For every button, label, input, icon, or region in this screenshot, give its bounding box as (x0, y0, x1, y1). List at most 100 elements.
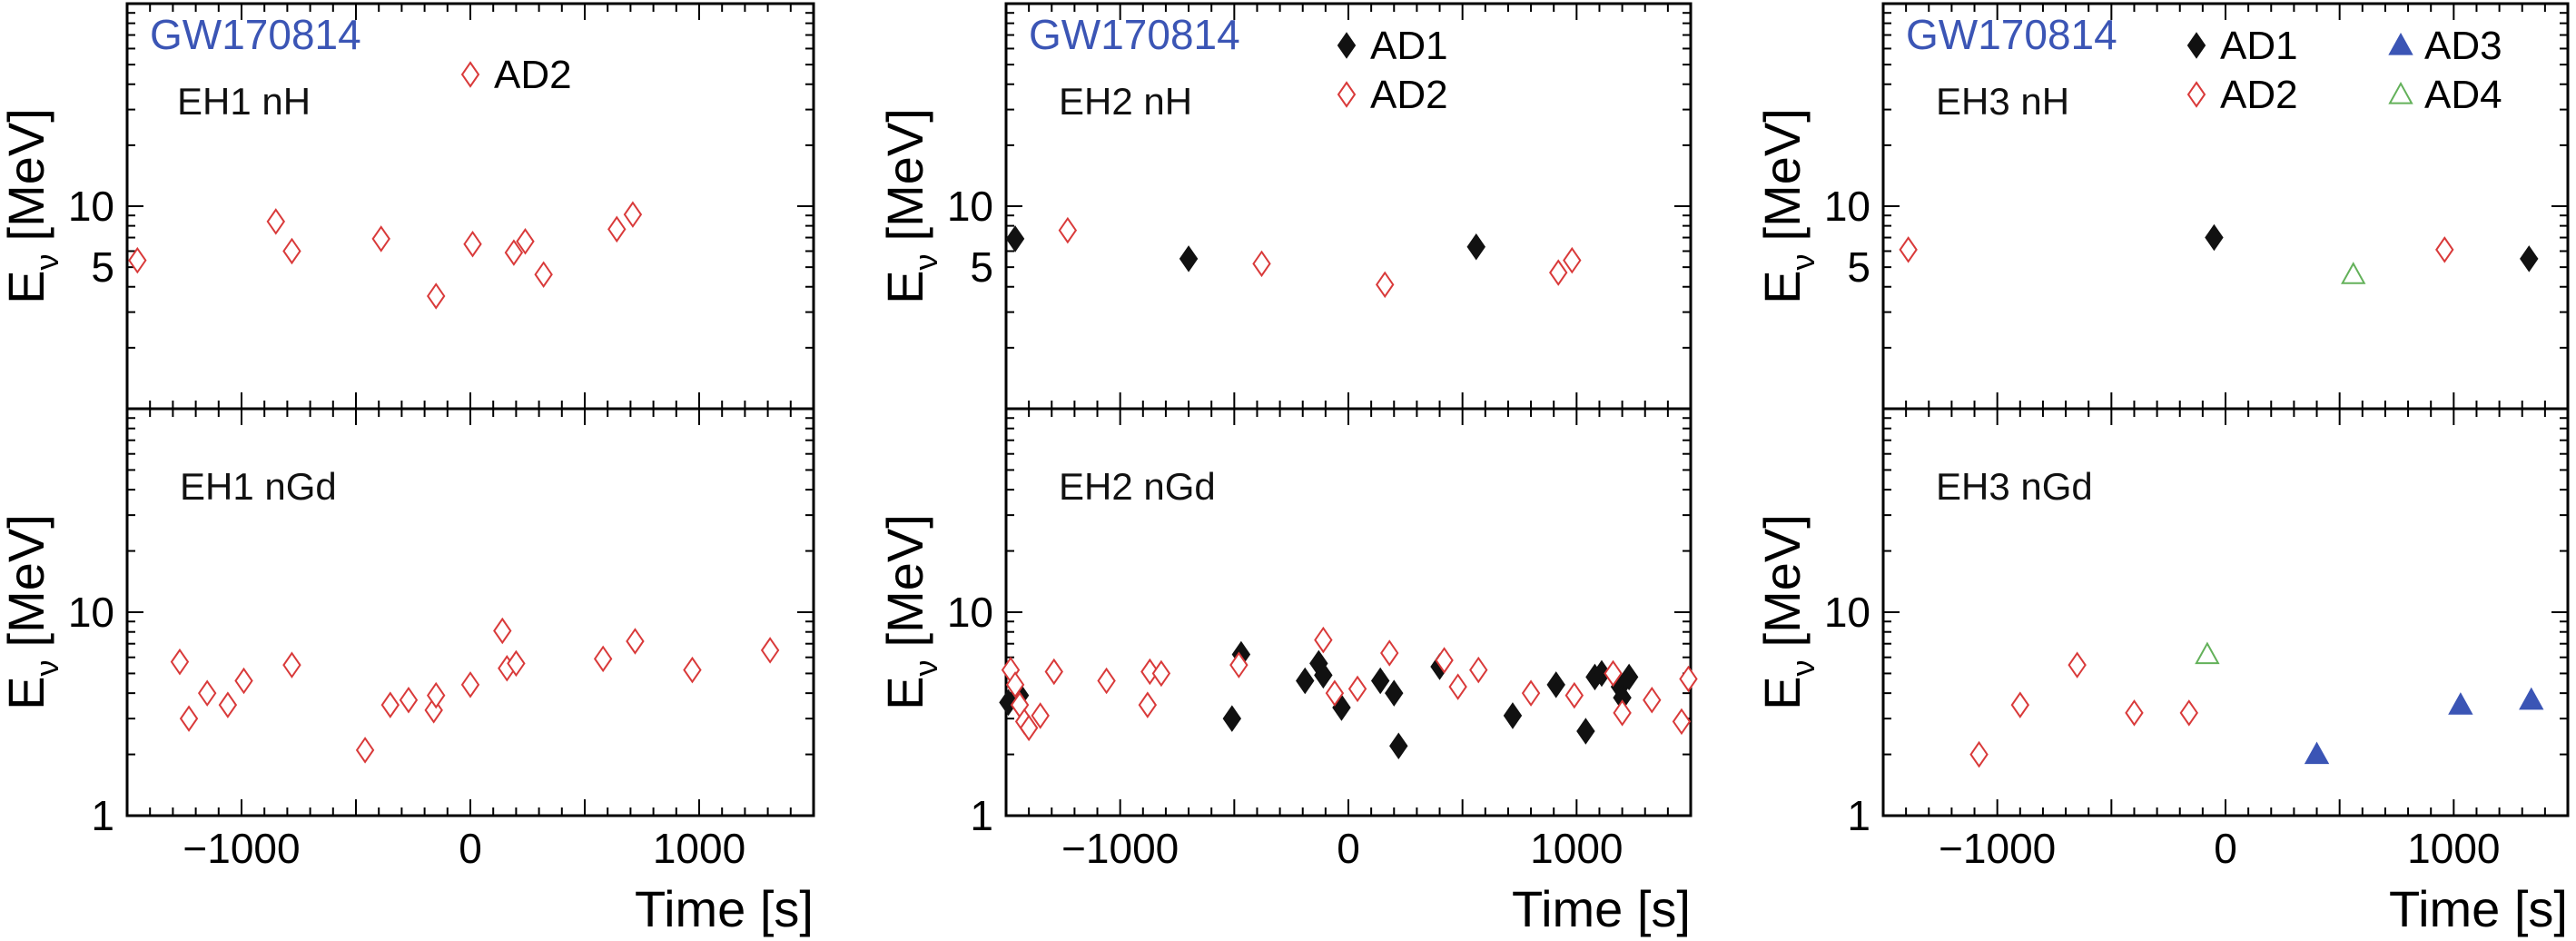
legend-label-ad1: AD1 (2220, 24, 2298, 68)
data-point (2125, 699, 2144, 727)
x-tick-label: −1000 (1061, 825, 1179, 872)
data-point (1222, 705, 1242, 732)
data-point (460, 671, 480, 698)
data-point (1469, 656, 1488, 684)
data-point (1325, 679, 1345, 707)
data-point (1448, 673, 1467, 700)
series-ad4 (2341, 262, 2366, 284)
data-point (1643, 686, 1662, 714)
data-point (426, 681, 446, 709)
panel-label: EH2 nH (1059, 80, 1192, 123)
data-point (170, 648, 190, 676)
series-ad1 (999, 640, 1639, 760)
data-point (1005, 671, 1025, 698)
y-tick-label: 10 (68, 183, 114, 230)
data-point (2010, 691, 2030, 718)
legend-label-ad4: AD4 (2424, 73, 2502, 117)
legend-marker-ad2 (1337, 81, 1357, 108)
series-ad3 (2304, 687, 2544, 765)
data-point (1375, 271, 1395, 299)
data-point (1097, 667, 1116, 695)
data-point (1549, 259, 1568, 286)
legend-marker-ad2 (460, 61, 480, 88)
y-tick-label: 1 (970, 792, 993, 839)
data-point (1613, 699, 1632, 727)
event-label: GW170814 (1906, 11, 2117, 58)
event-label: GW170814 (150, 11, 361, 58)
data-point (1058, 216, 1078, 244)
data-point (1521, 679, 1541, 707)
x-tick-label: 1000 (653, 825, 745, 872)
data-point (1563, 246, 1582, 274)
x-axis-title: Time [s] (2389, 880, 2568, 937)
data-point (1672, 708, 1692, 736)
data-point (197, 679, 217, 707)
y-tick-label: 5 (970, 243, 993, 291)
data-point (1619, 663, 1639, 691)
y-axis-title: Eν[MeV] (876, 514, 944, 710)
series-ad2 (1969, 651, 2199, 768)
panel-label: EH1 nGd (180, 465, 337, 508)
data-point (2519, 687, 2544, 710)
legend-label-ad2: AD2 (494, 53, 572, 97)
series-ad2 (1899, 236, 2454, 263)
data-point (1252, 250, 1271, 278)
data-point (623, 201, 643, 228)
data-point (1435, 647, 1454, 674)
data-point (1466, 233, 1485, 261)
data-point (683, 656, 702, 684)
data-point (2341, 262, 2366, 284)
data-point (463, 230, 482, 258)
data-point (355, 737, 375, 764)
legend-label-ad3: AD3 (2424, 24, 2502, 68)
series-ad2 (170, 617, 780, 764)
data-point (179, 705, 199, 732)
y-tick-label: 10 (947, 589, 993, 636)
data-point (2448, 692, 2473, 715)
data-point (2304, 741, 2330, 765)
legend-marker-ad1 (1337, 32, 1357, 59)
data-point (1005, 225, 1025, 253)
data-point (266, 208, 286, 235)
x-tick-label: 1000 (1530, 825, 1623, 872)
plot-frame (1004, 2, 1693, 411)
data-point (1389, 732, 1408, 760)
data-point (1546, 671, 1565, 698)
data-point (2179, 699, 2199, 727)
legend-marker-ad3 (2388, 32, 2413, 55)
y-tick-label: 1 (1847, 792, 1870, 839)
y-axis-title: Eν[MeV] (0, 514, 65, 710)
y-axis-title: Eν[MeV] (876, 108, 944, 304)
y-axis-title: Eν[MeV] (0, 108, 65, 304)
x-tick-label: 1000 (2407, 825, 2500, 872)
series-ad2 (1058, 216, 1582, 299)
data-point (1899, 236, 1918, 263)
data-point (1179, 245, 1199, 272)
data-point (593, 645, 613, 673)
legend-marker-ad4 (2388, 81, 2413, 104)
data-point (2520, 245, 2539, 272)
data-point (1140, 658, 1160, 686)
legend: AD2 (460, 53, 572, 97)
data-point (1380, 639, 1399, 667)
y-axis-title: Eν[MeV] (1753, 108, 1821, 304)
data-point (1229, 651, 1249, 679)
data-point (218, 691, 238, 718)
data-point (493, 617, 512, 645)
data-point (626, 628, 645, 655)
legend-marker-ad1 (2186, 32, 2206, 59)
data-point (516, 228, 535, 255)
panel-eh3-ngd: 1 10 −1000 0 1000 Eν[MeV] Time [s] EH3 nGd (1753, 407, 2570, 937)
data-point (504, 239, 524, 266)
legend-label-ad2: AD2 (1370, 73, 1448, 117)
data-point (1679, 665, 1698, 693)
y-tick-label: 10 (1824, 589, 1870, 636)
y-tick-label: 10 (68, 589, 114, 636)
y-tick-label: 10 (947, 183, 993, 230)
y-tick-label: 5 (1847, 243, 1870, 291)
data-point (1347, 675, 1367, 703)
data-point (1564, 681, 1584, 709)
data-point (2068, 651, 2087, 679)
